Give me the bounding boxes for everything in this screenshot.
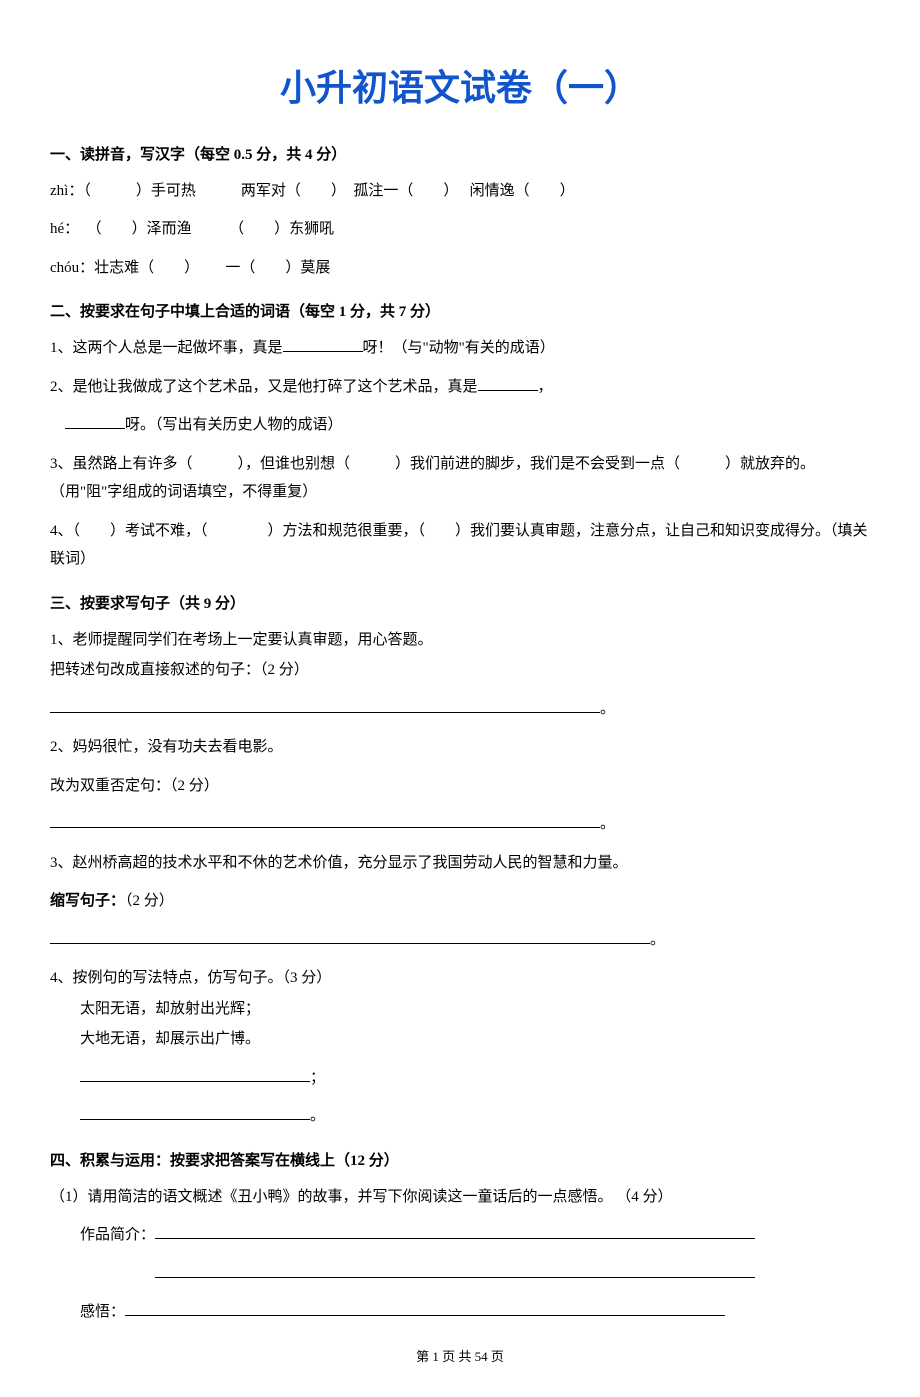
s3-q4-blank2: 。: [50, 1102, 870, 1131]
answer-line: [80, 1105, 310, 1120]
s3-q2-a: 2、妈妈很忙，没有功夫去看电影。: [50, 733, 870, 762]
s2-q1-text-b: 呀！（与"动物"有关的成语）: [363, 340, 555, 356]
s3-q2-blank: 。: [50, 810, 870, 839]
s2-q2-line2: 呀。（写出有关历史人物的成语）: [50, 411, 870, 440]
answer-line: [50, 929, 650, 944]
s2-q2-text-a: 2、是他让我做成了这个艺术品，又是他打碎了这个艺术品，真是: [50, 379, 478, 395]
blank: [65, 414, 125, 429]
s4-feel-label: 感悟：: [80, 1304, 125, 1320]
s1-line2: hé： （ ）泽而渔 （ ）东狮吼: [50, 215, 870, 244]
s3-q1-b: 把转述句改成直接叙述的句子：（2 分）: [50, 656, 870, 685]
s2-q1-text-a: 1、这两个人总是一起做坏事，真是: [50, 340, 283, 356]
section-3-header: 三、按要求写句子（共 9 分）: [50, 592, 870, 616]
s2-q2-text-b: ，: [538, 379, 553, 395]
document-title: 小升初语文试卷（一）: [50, 60, 870, 118]
blank: [283, 337, 363, 352]
blank: [478, 376, 538, 391]
s3-q3-a: 3、赵州桥高超的技术水平和不休的艺术价值，充分显示了我国劳动人民的智慧和力量。: [50, 849, 870, 878]
answer-line: [80, 1067, 310, 1082]
s4-intro-line1: 作品简介：: [50, 1221, 870, 1250]
s1-line1: zhì：（ ）手可热 两军对（ ） 孤注一（ ） 闲情逸（ ）: [50, 177, 870, 206]
s3-q4-a: 4、按例句的写法特点，仿写句子。（3 分）: [50, 964, 870, 993]
answer-line: [50, 813, 600, 828]
s3-q4-b: 太阳无语，却放射出光辉；: [50, 995, 870, 1024]
s4-feel-line: 感悟：: [50, 1298, 870, 1327]
s2-q1: 1、这两个人总是一起做坏事，真是 呀！（与"动物"有关的成语）: [50, 334, 870, 363]
s3-q3-label: 缩写句子：: [50, 893, 125, 909]
section-4-header: 四、积累与运用：按要求把答案写在横线上（12 分）: [50, 1149, 870, 1173]
section-2-header: 二、按要求在句子中填上合适的词语（每空 1 分，共 7 分）: [50, 300, 870, 324]
answer-line: [155, 1263, 755, 1278]
answer-line: [125, 1301, 725, 1316]
section-1-header: 一、读拼音，写汉字（每空 0.5 分，共 4 分）: [50, 143, 870, 167]
s3-q3-blank: 。: [50, 926, 870, 955]
answer-line: [155, 1224, 755, 1239]
s3-q2-b: 改为双重否定句：（2 分）: [50, 772, 870, 801]
s4-intro-label: 作品简介：: [80, 1227, 155, 1243]
s3-q3-points: （2 分）: [125, 893, 174, 909]
s2-q3: 3、虽然路上有许多（ ），但谁也别想（ ）我们前进的脚步，我们是不会受到一点（ …: [50, 450, 870, 507]
s3-q4-blank1: ；: [50, 1064, 870, 1093]
s3-q3-b: 缩写句子：（2 分）: [50, 887, 870, 916]
s2-q4: 4、（ ）考试不难，（ ）方法和规范很重要，（ ）我们要认真审题，注意分点，让自…: [50, 517, 870, 574]
s3-q1-a: 1、老师提醒同学们在考场上一定要认真审题，用心答题。: [50, 626, 870, 655]
answer-line: [50, 698, 600, 713]
s2-q2-line1: 2、是他让我做成了这个艺术品，又是他打碎了这个艺术品，真是 ，: [50, 373, 870, 402]
s3-q4-c: 大地无语，却展示出广博。: [50, 1025, 870, 1054]
s3-q1-blank: 。: [50, 695, 870, 724]
s2-q2-text-c: 呀。（写出有关历史人物的成语）: [125, 417, 343, 433]
s4-intro-line2: [50, 1260, 870, 1289]
page-footer: 第 1 页 共 54 页: [50, 1347, 870, 1368]
s4-q1: （1）请用简洁的语文概述《丑小鸭》的故事，并写下你阅读这一童话后的一点感悟。 （…: [50, 1183, 870, 1212]
period: 。: [310, 1108, 325, 1124]
semicolon: ；: [310, 1070, 325, 1086]
s1-line3: chóu：壮志难（ ） 一（ ）莫展: [50, 254, 870, 283]
